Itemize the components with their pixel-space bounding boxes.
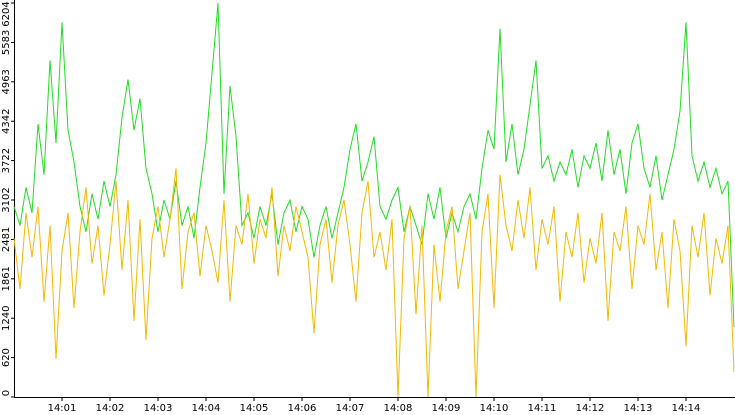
x-tick-label: 14:07 [336, 403, 365, 414]
x-tick-label: 14:11 [528, 403, 557, 414]
y-tick-label: 4963 [1, 69, 12, 94]
x-tick-label: 14:05 [240, 403, 269, 414]
x-tick-label: 14:08 [384, 403, 413, 414]
y-tick-label: 3722 [1, 148, 12, 173]
y-tick-label: 1240 [1, 306, 12, 331]
x-tick-label: 14:12 [576, 403, 605, 414]
x-tick-label: 14:02 [96, 403, 125, 414]
y-tick-label: 620 [1, 348, 12, 367]
series-line [13, 168, 735, 398]
y-tick-label: 2481 [1, 227, 12, 252]
series-line [13, 2, 735, 328]
x-tick-label: 14:06 [288, 403, 317, 414]
x-tick-label: 14:13 [624, 403, 653, 414]
y-tick-label: 5583 [1, 30, 12, 55]
x-tick-label: 14:03 [144, 403, 173, 414]
y-tick-label: 4342 [1, 109, 12, 134]
x-tick-label: 14:01 [48, 403, 77, 414]
y-tick-label: 6204 [1, 1, 12, 26]
y-tick-label: 0 [1, 390, 12, 396]
x-tick-label: 14:04 [192, 403, 221, 414]
x-tick-label: 14:10 [480, 403, 509, 414]
x-tick-label: 14:09 [432, 403, 461, 414]
y-tick-label: 3102 [1, 187, 12, 212]
y-tick-label: 1861 [1, 266, 12, 291]
x-tick-label: 14:14 [672, 403, 701, 414]
